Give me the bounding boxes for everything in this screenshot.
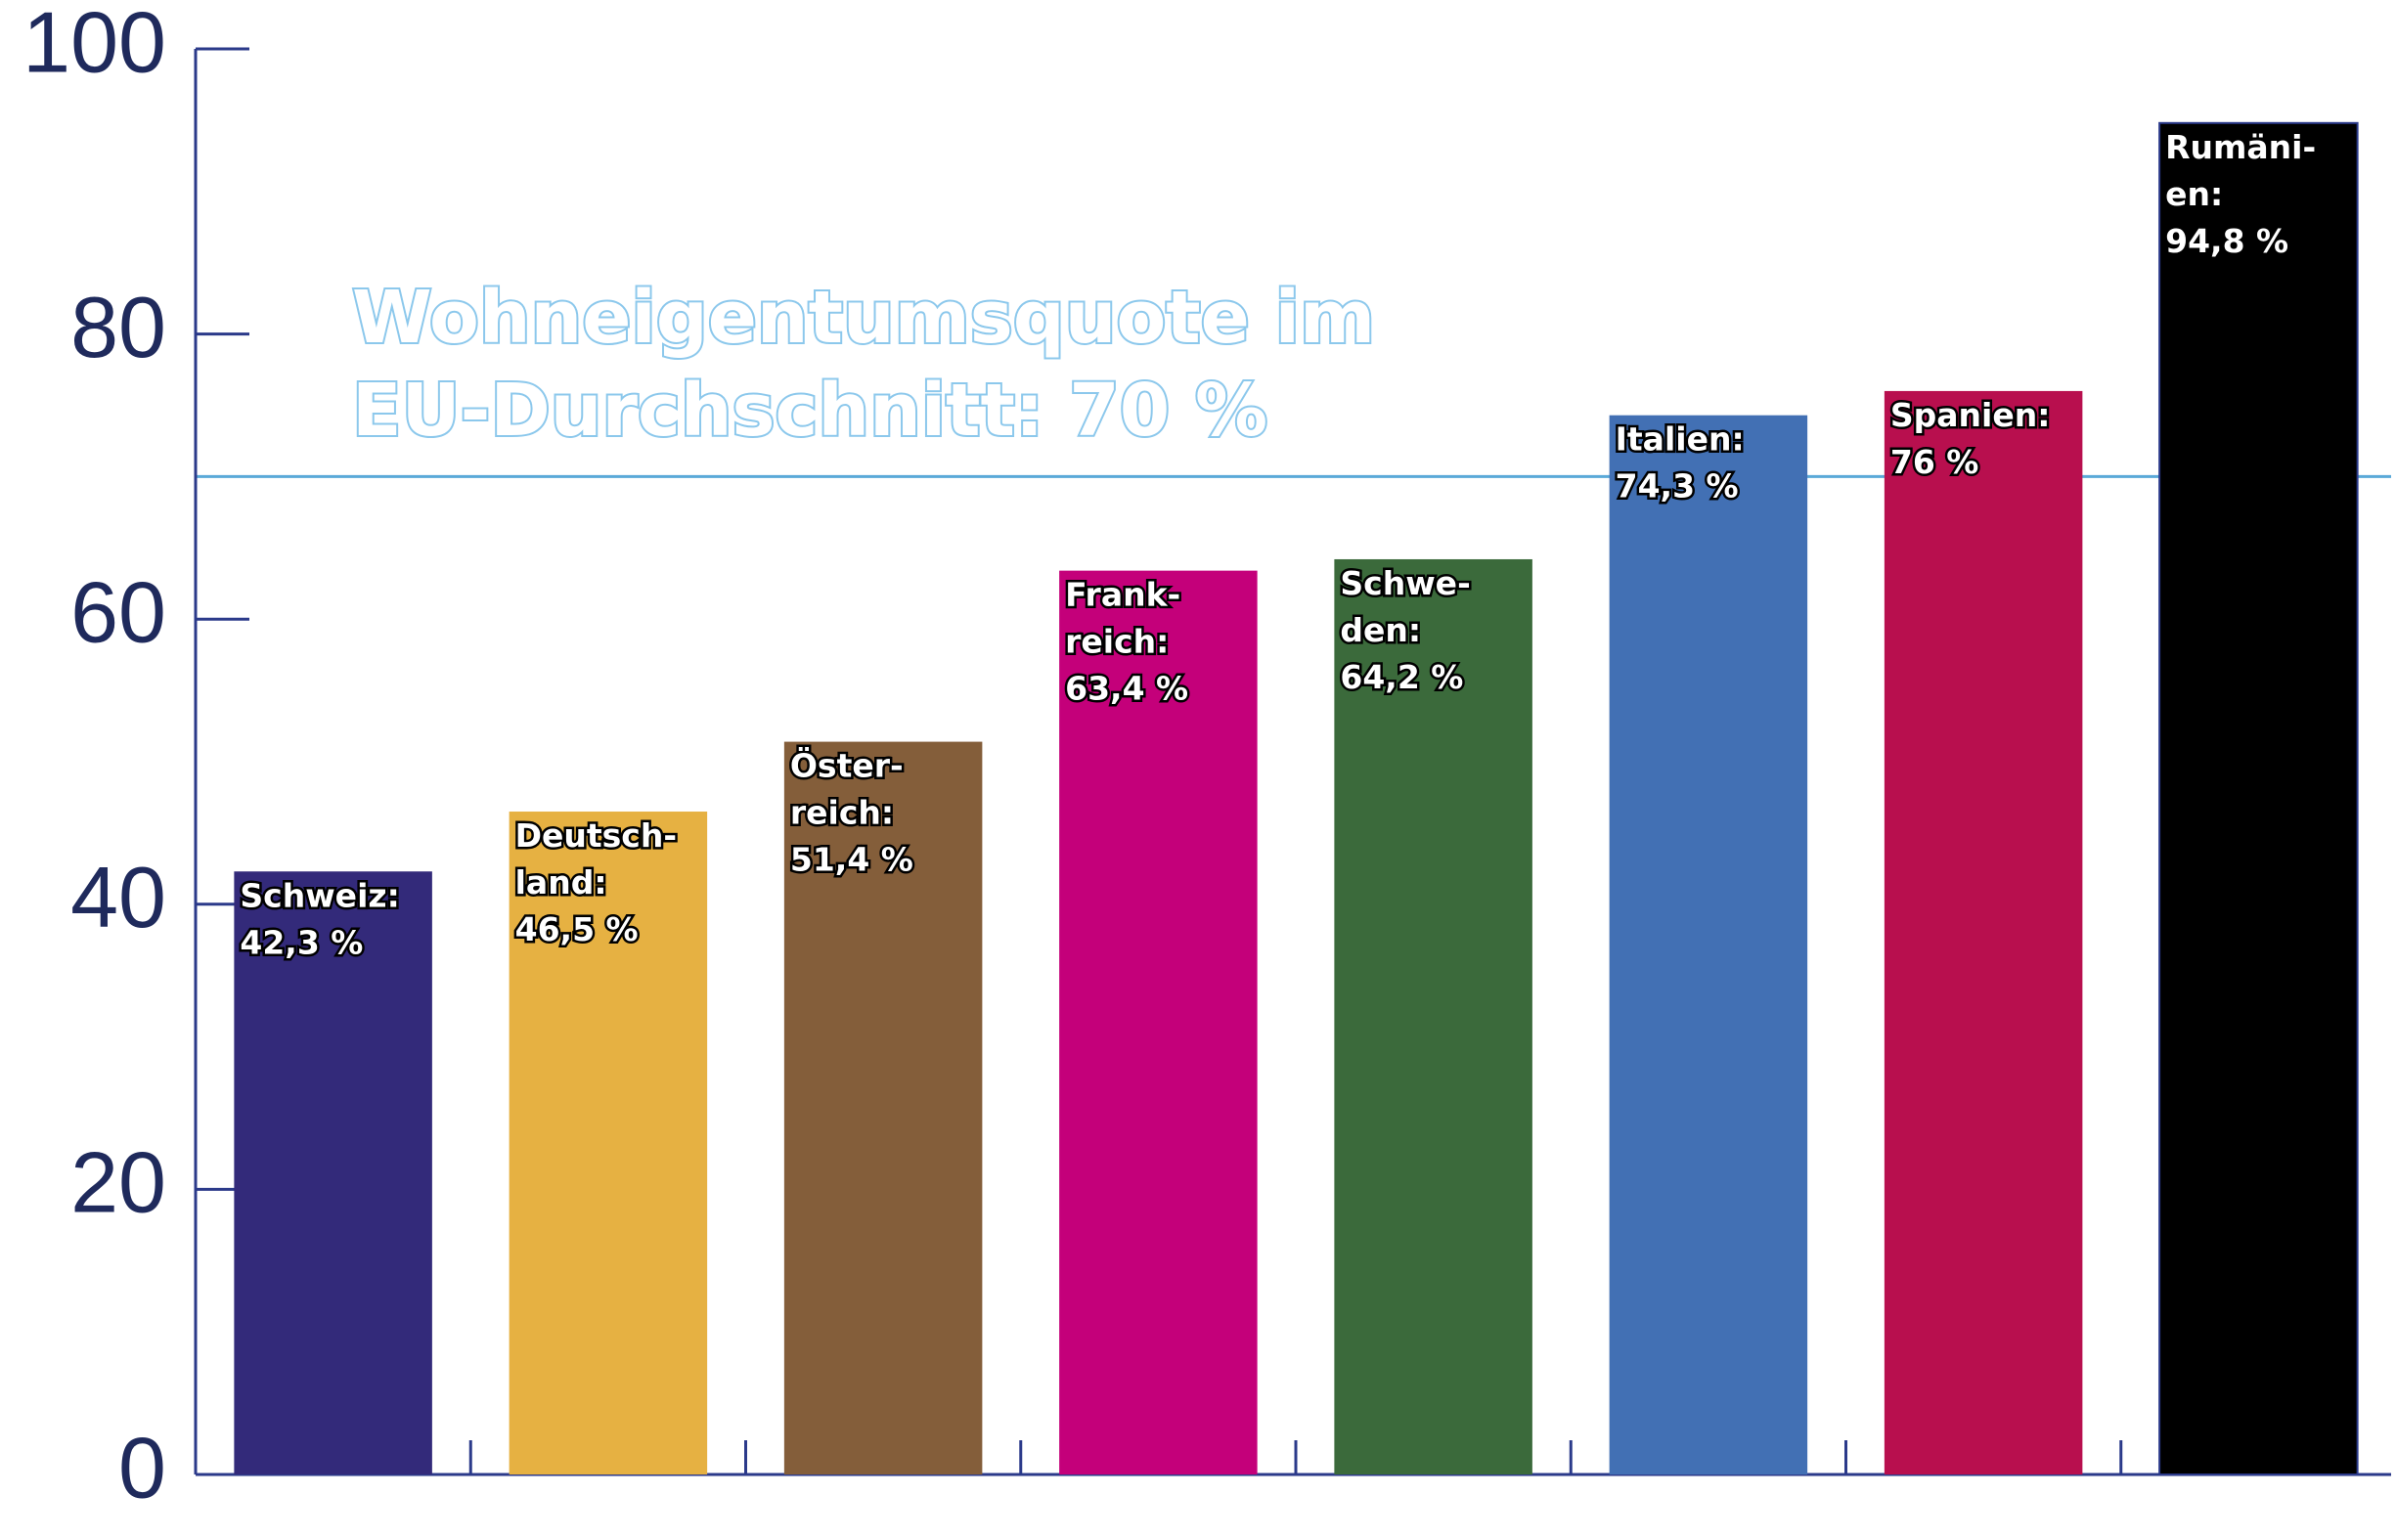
value-label: 42,3 % — [240, 923, 363, 961]
bar-label: en: — [2165, 175, 2223, 213]
y-tick-label: 100 — [22, 0, 166, 90]
bar — [783, 741, 983, 1474]
bar-label: land: — [515, 863, 607, 902]
bar — [1609, 415, 1808, 1474]
bar-label: Italien: — [1616, 420, 1745, 459]
bar — [1884, 390, 2083, 1474]
annotation: EU-Durchschnitt: 70 % — [352, 369, 1267, 453]
y-tick-label: 60 — [70, 563, 166, 660]
y-tick-label: 80 — [70, 279, 166, 375]
y-tick-label: 0 — [118, 1419, 166, 1516]
value-label: 51,4 % — [790, 841, 913, 879]
y-tick-label: 40 — [70, 849, 166, 946]
y-tick-label: 20 — [70, 1134, 166, 1231]
bar — [1059, 570, 1258, 1474]
bar-label: Öster- — [790, 746, 904, 785]
value-label: 46,5 % — [515, 910, 639, 948]
bar-label: reich: — [1065, 623, 1169, 661]
value-label: 94,8 % — [2165, 222, 2288, 260]
value-label: 63,4 % — [1065, 670, 1188, 708]
bar-label: Deutsch- — [515, 816, 677, 855]
bar-label: Rumäni- — [2165, 128, 2316, 166]
bar-label: reich: — [790, 794, 894, 832]
bar — [509, 812, 708, 1474]
bar-label: Schwe- — [1340, 564, 1470, 602]
annotation: Wohneigentumsquote im — [352, 276, 1375, 360]
bar-label: Spanien: — [1890, 396, 2051, 434]
value-label: 74,3 % — [1616, 467, 1739, 506]
bar — [234, 871, 432, 1474]
value-label: 64,2 % — [1340, 658, 1463, 696]
bar-label: den: — [1340, 611, 1421, 649]
bar-label: Frank- — [1065, 576, 1180, 614]
bar — [1334, 558, 1532, 1474]
bar-label: Schweiz: — [240, 876, 399, 914]
bar — [2158, 121, 2359, 1475]
value-label: 76 % — [1890, 443, 1978, 481]
